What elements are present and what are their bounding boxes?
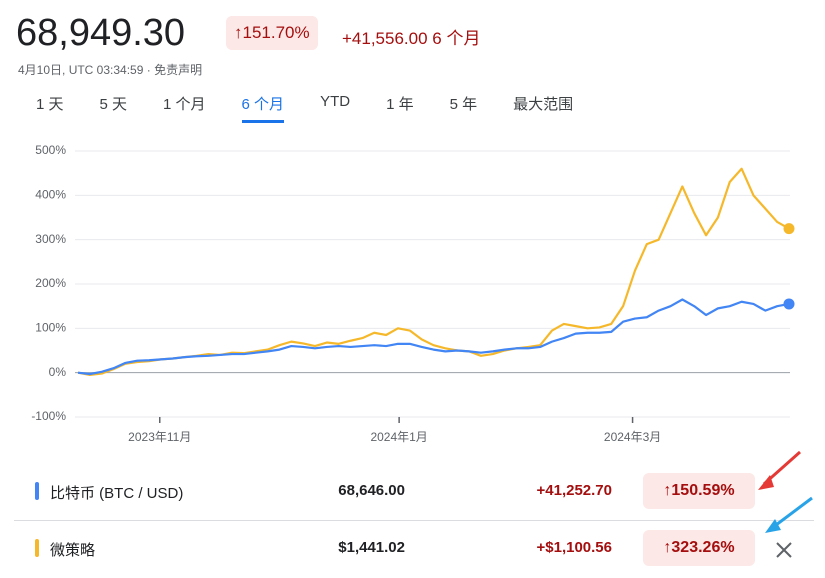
- series-color: [35, 482, 39, 500]
- period: 6 个月: [432, 29, 481, 48]
- close-icon[interactable]: [776, 542, 792, 558]
- row-change: +41,252.70: [536, 482, 613, 499]
- change-percent: ↑151.70%: [226, 16, 318, 50]
- row[interactable]: 微策略 $1,441.02 +$1,100.56 ↑323.26%: [0, 521, 825, 577]
- series-line: [77, 298, 790, 376]
- y-tick-label: 400%: [35, 188, 66, 202]
- x-tick-label: 2024年1月: [370, 430, 427, 444]
- row-price: $1,441.02: [338, 539, 405, 556]
- row-name: 微策略: [50, 542, 96, 559]
- x-tick-label: 2023年11月: [128, 430, 191, 444]
- timestamp-line: 4月10日, UTC 03:34:59 · 免责声明: [18, 61, 202, 78]
- tab[interactable]: YTD: [320, 93, 351, 110]
- red-arrowhead: [758, 475, 774, 490]
- tab[interactable]: 6 个月: [241, 93, 285, 123]
- series-line: [77, 167, 790, 376]
- annotations: [758, 450, 813, 558]
- price: 68,949.30: [16, 12, 186, 54]
- change: +41,556.00 6 个月: [342, 24, 480, 49]
- tab[interactable]: 1 天: [36, 96, 64, 113]
- y-tick-label: 200%: [35, 276, 66, 290]
- end-dot: [783, 298, 795, 310]
- row[interactable]: 比特币 (BTC / USD) 68,646.00 +41,252.70 ↑150.5…: [0, 464, 825, 520]
- y-tick-label: 0%: [49, 365, 67, 379]
- row-percent: ↑150.59%: [643, 473, 755, 509]
- tab[interactable]: 5 天: [99, 96, 128, 113]
- blue-arrowhead: [765, 519, 781, 533]
- tab[interactable]: 最大范围: [513, 96, 574, 113]
- row-change: +$1,100.56: [536, 539, 613, 556]
- row-price: 68,646.00: [338, 482, 405, 499]
- series-color: [35, 539, 39, 557]
- blue-arrow: [771, 496, 813, 530]
- row-percent: ↑323.26%: [643, 530, 755, 566]
- y-tick-label: 100%: [35, 321, 66, 335]
- end-dot: [783, 223, 795, 235]
- change-value: +41,556.00: [342, 29, 428, 48]
- tab[interactable]: 1 年: [386, 96, 414, 113]
- y-tick-label: 300%: [35, 232, 66, 246]
- disclaimer-link[interactable]: 免责声明: [154, 63, 203, 77]
- divider: [14, 520, 814, 521]
- y-tick-label: 500%: [35, 143, 66, 157]
- chart: -100% 0% 100% 200% 300% 400% 500% 2023年11月 2024年…: [31, 143, 795, 444]
- tab[interactable]: 1 个月: [163, 96, 206, 113]
- y-tick-label: -100%: [31, 409, 66, 423]
- timestamp: 4月10日, UTC 03:34:59 ·: [18, 63, 151, 77]
- row-name: 比特币 (BTC / USD): [50, 485, 184, 502]
- tab[interactable]: 5 年: [449, 96, 478, 113]
- tabs: 1 天 5 天 1 个月 6 个月 YTD 1 年 5 年 最大范围: [36, 93, 609, 123]
- x-tick-label: 2024年3月: [604, 430, 661, 444]
